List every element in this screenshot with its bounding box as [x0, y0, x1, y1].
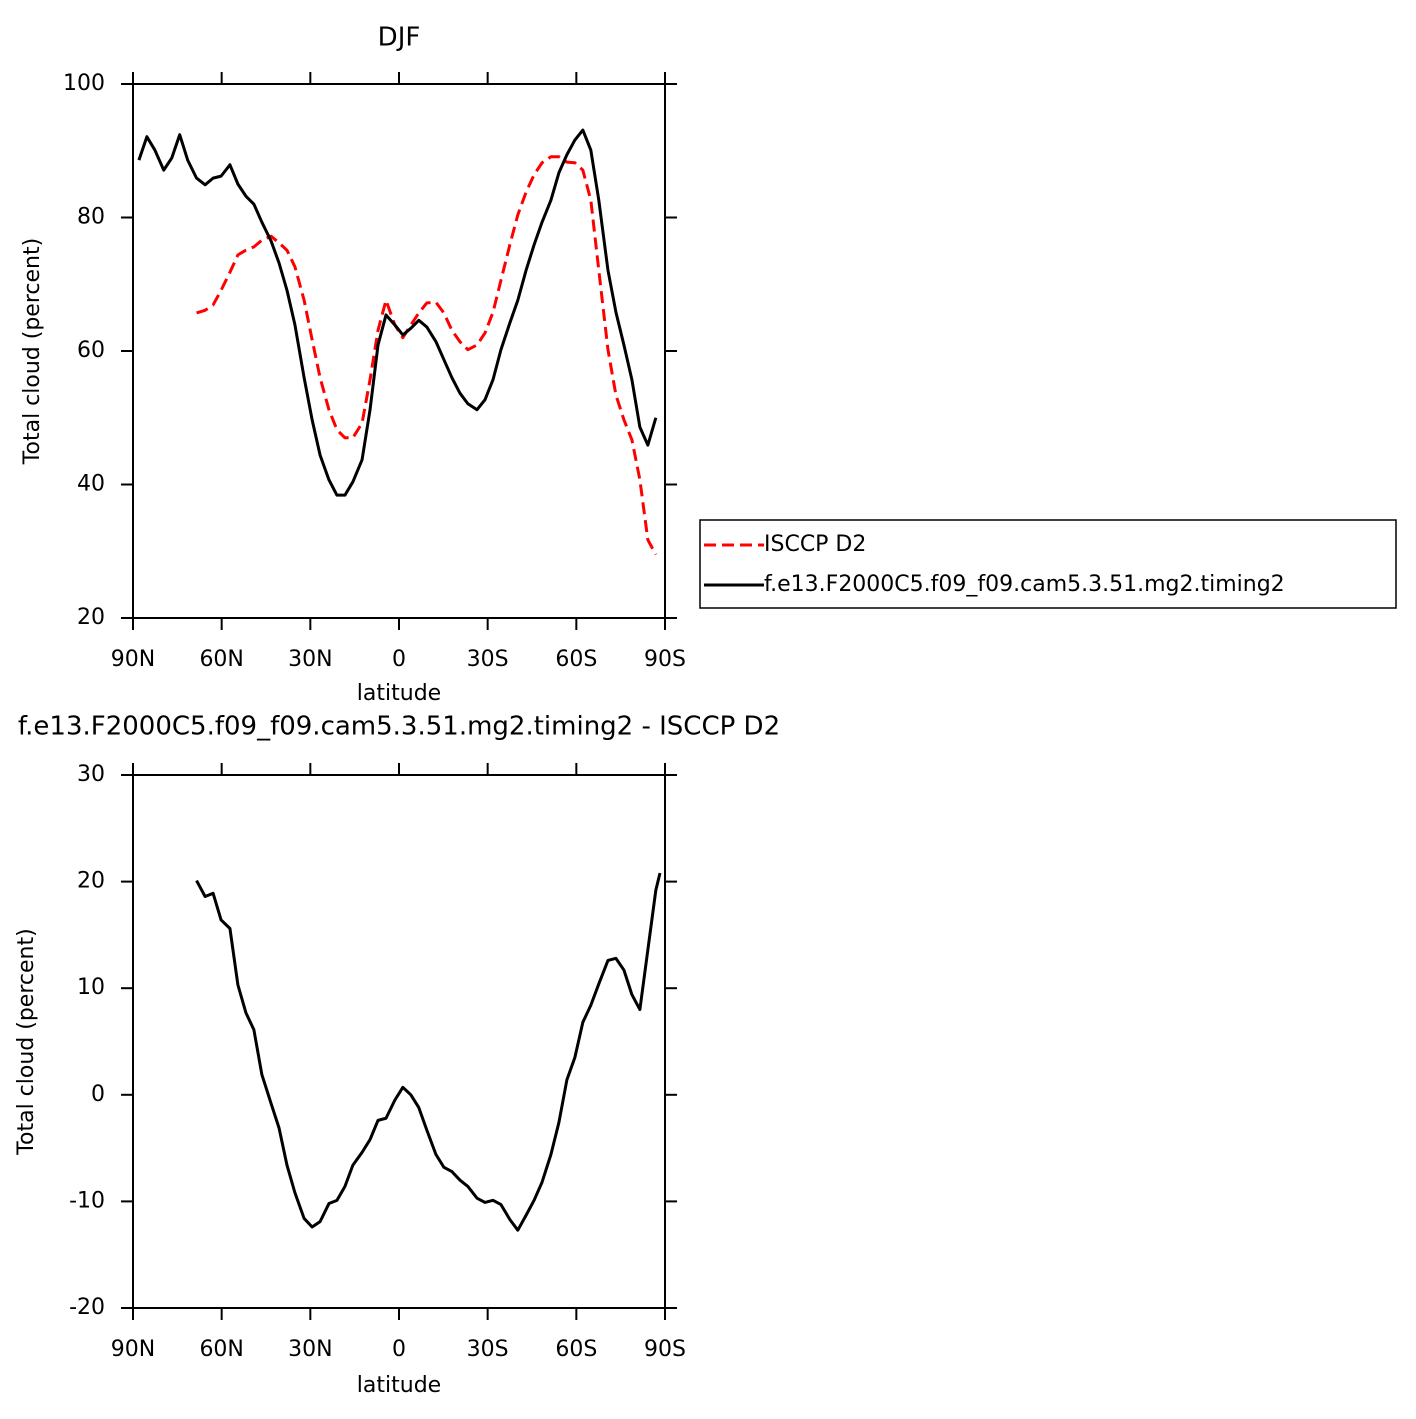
y-tick-label: 100	[63, 71, 105, 96]
x-axis-label: latitude	[357, 681, 441, 706]
x-tick-label: 0	[392, 1337, 406, 1362]
y-tick-label: -10	[69, 1188, 105, 1213]
x-tick-label: 60S	[555, 1337, 597, 1362]
y-tick-label: 30	[77, 762, 105, 787]
y-axis-label: Total cloud (percent)	[14, 928, 39, 1155]
chart-title: DJF	[378, 23, 421, 53]
x-tick-label: 0	[392, 647, 406, 672]
x-tick-label: 30N	[288, 647, 332, 672]
x-tick-label: 30S	[467, 1337, 509, 1362]
y-tick-label: 40	[77, 472, 105, 497]
legend-box	[699, 519, 1397, 609]
x-tick-label: 60S	[555, 647, 597, 672]
y-tick-label: 20	[77, 869, 105, 894]
legend-label: ISCCP D2	[764, 532, 866, 557]
data-line	[196, 155, 658, 556]
x-tick-label: 60N	[199, 1337, 243, 1362]
plot-frame	[132, 83, 666, 619]
chart-title: f.e13.F2000C5.f09_f09.cam5.3.51.mg2.timi…	[18, 712, 780, 742]
y-tick-label: -20	[69, 1295, 105, 1320]
x-tick-label: 90N	[111, 647, 155, 672]
data-line	[137, 128, 658, 497]
x-tick-label: 30N	[288, 1337, 332, 1362]
x-axis-label: latitude	[357, 1373, 441, 1398]
y-tick-label: 0	[91, 1082, 105, 1107]
y-tick-label: 60	[77, 338, 105, 363]
x-tick-label: 90S	[644, 1337, 686, 1362]
plot-frame	[132, 774, 666, 1309]
legend-label: f.e13.F2000C5.f09_f09.cam5.3.51.mg2.timi…	[764, 572, 1285, 597]
x-tick-label: 30S	[467, 647, 509, 672]
y-tick-label: 80	[77, 205, 105, 230]
y-tick-label: 10	[77, 975, 105, 1000]
y-axis-label: Total cloud (percent)	[20, 238, 45, 465]
y-tick-label: 20	[77, 605, 105, 630]
x-tick-label: 60N	[199, 647, 243, 672]
x-tick-label: 90N	[111, 1337, 155, 1362]
x-tick-label: 90S	[644, 647, 686, 672]
data-line	[195, 872, 662, 1232]
